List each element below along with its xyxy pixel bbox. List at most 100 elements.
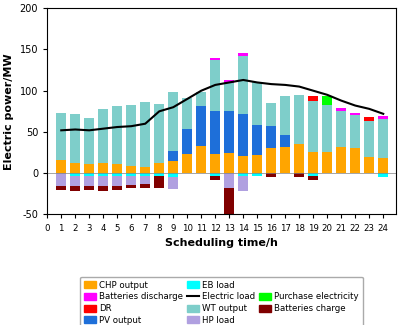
Bar (308, 176, 318, 180)
Bar (308, 152, 318, 173)
Bar (210, 173, 220, 176)
Bar (280, 96, 290, 135)
Bar (168, 92, 178, 151)
Legend: CHP output, Batteries discharge, DR, PV output, EB load, Electric load, WT outpu: CHP output, Batteries discharge, DR, PV … (80, 277, 363, 325)
Bar (238, 176, 248, 190)
Bar (84, 187, 94, 190)
Bar (238, 114, 248, 156)
Bar (378, 116, 388, 119)
Bar (266, 173, 276, 177)
Bar (266, 103, 276, 126)
Bar (140, 173, 150, 176)
Bar (140, 184, 150, 188)
Bar (294, 95, 304, 144)
Bar (210, 176, 220, 180)
Bar (210, 60, 220, 111)
Bar (70, 187, 80, 190)
Bar (210, 111, 220, 154)
Bar (280, 135, 290, 147)
Bar (56, 173, 66, 186)
Bar (84, 164, 94, 173)
Bar (224, 153, 234, 173)
Bar (224, 80, 234, 83)
Bar (364, 121, 374, 157)
Bar (182, 129, 192, 154)
Bar (238, 53, 248, 56)
Bar (294, 173, 304, 177)
Bar (238, 173, 248, 176)
Bar (224, 111, 234, 153)
Bar (126, 185, 136, 188)
Bar (196, 146, 206, 173)
Bar (98, 176, 108, 187)
Bar (210, 58, 220, 60)
Bar (210, 154, 220, 173)
Bar (238, 56, 248, 114)
Bar (364, 157, 374, 173)
Bar (252, 83, 262, 125)
Bar (168, 176, 178, 189)
Bar (98, 109, 108, 162)
Bar (126, 166, 136, 173)
X-axis label: Scheduling time/h: Scheduling time/h (165, 238, 278, 248)
Y-axis label: Electric power/MW: Electric power/MW (4, 53, 14, 170)
Bar (84, 118, 94, 164)
Bar (224, 83, 234, 111)
Bar (182, 154, 192, 173)
Bar (98, 187, 108, 190)
Bar (70, 176, 80, 187)
Bar (252, 125, 262, 155)
Bar (322, 152, 332, 173)
Bar (336, 111, 346, 147)
Bar (56, 113, 66, 160)
Bar (266, 148, 276, 173)
Bar (112, 176, 122, 187)
Bar (336, 108, 346, 111)
Bar (196, 92, 206, 106)
Bar (378, 158, 388, 173)
Bar (322, 97, 332, 105)
Bar (182, 98, 192, 129)
Bar (280, 147, 290, 173)
Bar (126, 173, 136, 176)
Bar (84, 176, 94, 187)
Bar (252, 173, 262, 176)
Bar (238, 156, 248, 173)
Bar (112, 106, 122, 164)
Bar (154, 163, 164, 173)
Bar (308, 101, 318, 152)
Bar (70, 163, 80, 173)
Bar (322, 105, 332, 152)
Bar (308, 173, 318, 176)
Bar (168, 161, 178, 173)
Bar (224, 173, 234, 188)
Bar (350, 113, 360, 115)
Bar (336, 147, 346, 173)
Bar (224, 188, 234, 221)
Bar (168, 151, 178, 161)
Bar (252, 155, 262, 173)
Bar (112, 164, 122, 173)
Bar (364, 117, 374, 121)
Bar (140, 176, 150, 184)
Bar (126, 176, 136, 185)
Bar (154, 176, 164, 188)
Bar (378, 119, 388, 158)
Bar (350, 149, 360, 173)
Bar (126, 105, 136, 166)
Bar (154, 104, 164, 163)
Bar (56, 160, 66, 173)
Bar (98, 173, 108, 176)
Bar (112, 173, 122, 176)
Bar (98, 162, 108, 173)
Bar (56, 186, 66, 190)
Bar (70, 173, 80, 176)
Bar (140, 102, 150, 167)
Bar (70, 114, 80, 163)
Bar (350, 115, 360, 149)
Bar (154, 173, 164, 176)
Bar (308, 97, 318, 101)
Bar (140, 167, 150, 173)
Bar (84, 173, 94, 176)
Bar (378, 173, 388, 177)
